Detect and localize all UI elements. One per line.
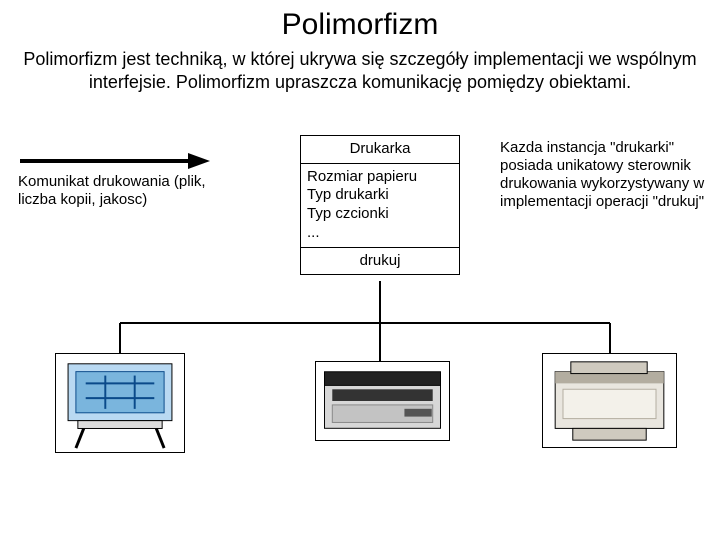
printer-laser bbox=[542, 353, 677, 448]
page-subtitle: Polimorfizm jest techniką, w której ukry… bbox=[0, 48, 720, 113]
message-arrow bbox=[20, 151, 210, 171]
printer-dotmatrix bbox=[315, 361, 450, 441]
diagram-area: Komunikat drukowania (plik, liczba kopii… bbox=[10, 113, 710, 473]
class-name: Drukarka bbox=[301, 136, 459, 164]
class-attributes: Rozmiar papieru Typ drukarki Typ czcionk… bbox=[301, 164, 459, 248]
printer-plotter bbox=[55, 353, 185, 453]
right-annotation: Kazda instancja "drukarki" posiada unika… bbox=[500, 139, 710, 211]
uml-class-box: Drukarka Rozmiar papieru Typ drukarki Ty… bbox=[300, 135, 460, 276]
page-title: Polimorfizm bbox=[0, 0, 720, 48]
message-label: Komunikat drukowania (plik, liczba kopii… bbox=[18, 173, 218, 209]
class-operations: drukuj bbox=[301, 248, 459, 275]
